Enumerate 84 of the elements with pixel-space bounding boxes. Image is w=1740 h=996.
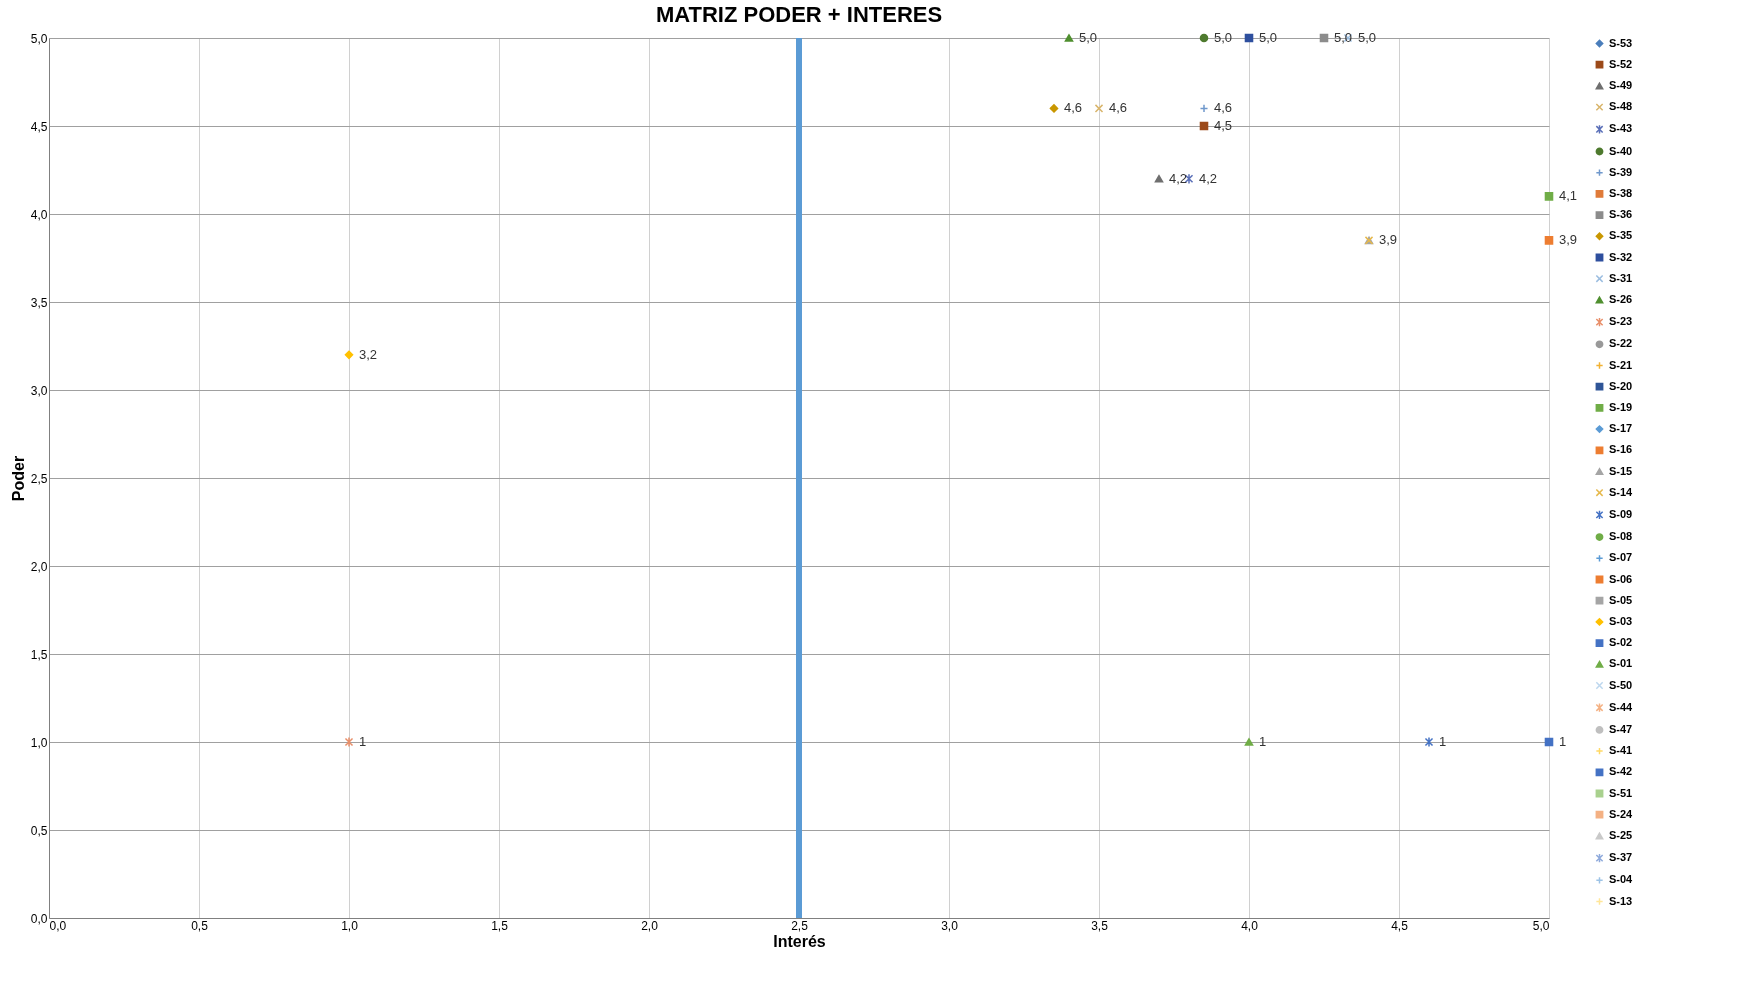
data-label: 4,6 bbox=[1109, 100, 1128, 116]
legend-label: S-32 bbox=[1609, 250, 1633, 263]
legend-label: S-40 bbox=[1609, 144, 1633, 157]
y-tick-label: 4,5 bbox=[30, 119, 48, 134]
y-tick-label: 4,0 bbox=[30, 207, 48, 222]
data-label: 4,1 bbox=[1559, 188, 1578, 204]
data-label: 1 bbox=[1559, 734, 1567, 749]
legend-label: S-39 bbox=[1609, 165, 1633, 178]
legend-label: S-25 bbox=[1609, 828, 1633, 841]
data-label: 4,6 bbox=[1214, 100, 1233, 116]
data-label: 1 bbox=[1439, 734, 1447, 749]
data-label: 5,0 bbox=[1358, 30, 1377, 45]
legend-label: S-31 bbox=[1609, 271, 1633, 284]
x-tick-label: 1,0 bbox=[341, 918, 359, 933]
legend-label: S-35 bbox=[1609, 229, 1633, 242]
y-tick-label: 1,5 bbox=[30, 647, 48, 662]
x-tick-label: 2,0 bbox=[641, 918, 659, 933]
y-tick-label: 5,0 bbox=[30, 31, 48, 46]
x-tick-label: 3,5 bbox=[1091, 918, 1109, 933]
y-axis-title: Poder bbox=[9, 455, 27, 502]
x-axis-title: Interés bbox=[773, 932, 826, 950]
legend-label: S-05 bbox=[1609, 593, 1633, 606]
legend-label: S-53 bbox=[1609, 36, 1633, 49]
legend-label: S-03 bbox=[1609, 614, 1633, 627]
legend-label: S-38 bbox=[1609, 186, 1633, 199]
data-label: 4,2 bbox=[1169, 170, 1188, 186]
data-label: 3,2 bbox=[359, 346, 378, 362]
legend-label: S-20 bbox=[1609, 379, 1633, 392]
data-label: 4,5 bbox=[1214, 118, 1233, 133]
legend-label: S-26 bbox=[1609, 292, 1633, 305]
chart-title: MATRIZ PODER + INTERES bbox=[655, 2, 943, 28]
legend-label: S-04 bbox=[1609, 873, 1634, 886]
legend-label: S-51 bbox=[1609, 786, 1633, 799]
y-tick-label: 3,0 bbox=[30, 383, 48, 398]
x-tick-label: 0,0 bbox=[49, 918, 67, 933]
y-tick-label: 3,5 bbox=[30, 295, 48, 310]
legend-label: S-49 bbox=[1609, 78, 1633, 91]
legend-label: S-02 bbox=[1609, 636, 1633, 649]
legend-label: S-08 bbox=[1609, 530, 1633, 543]
data-label: 4,6 bbox=[1064, 100, 1083, 116]
legend-label: S-13 bbox=[1609, 894, 1633, 907]
y-tick-label: 1,0 bbox=[30, 735, 48, 750]
legend-label: S-09 bbox=[1609, 507, 1633, 520]
legend-label: S-22 bbox=[1609, 337, 1633, 350]
legend-label: S-44 bbox=[1609, 700, 1634, 713]
legend-label: S-01 bbox=[1609, 657, 1633, 670]
data-label: 5,0 bbox=[1214, 30, 1233, 45]
legend-label: S-21 bbox=[1609, 358, 1633, 371]
legend-label: S-41 bbox=[1609, 744, 1633, 757]
legend-label: S-48 bbox=[1609, 100, 1633, 113]
legend-label: S-52 bbox=[1609, 57, 1633, 70]
x-tick-label: 2,5 bbox=[791, 918, 809, 933]
legend-label: S-07 bbox=[1609, 551, 1633, 564]
legend-label: S-50 bbox=[1609, 678, 1633, 691]
legend-label: S-43 bbox=[1609, 122, 1633, 135]
x-tick-label: 4,0 bbox=[1241, 918, 1259, 933]
legend-label: S-36 bbox=[1609, 208, 1633, 221]
legend-label: S-14 bbox=[1609, 485, 1634, 498]
legend-label: S-24 bbox=[1609, 807, 1634, 820]
data-label: 5,0 bbox=[1079, 30, 1098, 45]
y-tick-label: 0,5 bbox=[30, 823, 48, 838]
data-label: 3,9 bbox=[1379, 232, 1398, 248]
legend-label: S-15 bbox=[1609, 464, 1633, 477]
x-tick-label: 0,5 bbox=[191, 918, 209, 933]
y-tick-label: 2,0 bbox=[30, 559, 48, 574]
data-label: 1 bbox=[359, 734, 367, 749]
data-label: 4,2 bbox=[1199, 170, 1218, 186]
data-label: 1 bbox=[1259, 734, 1267, 749]
data-label: 5,0 bbox=[1334, 30, 1353, 45]
legend-label: S-16 bbox=[1609, 443, 1633, 456]
data-label: 3,9 bbox=[1559, 232, 1578, 248]
y-tick-label: 2,5 bbox=[30, 471, 48, 486]
legend-label: S-42 bbox=[1609, 765, 1633, 778]
data-label: 5,0 bbox=[1259, 30, 1278, 45]
x-tick-label: 3,0 bbox=[941, 918, 959, 933]
legend-label: S-06 bbox=[1609, 572, 1633, 585]
legend-label: S-47 bbox=[1609, 722, 1633, 735]
legend-label: S-37 bbox=[1609, 851, 1633, 864]
x-tick-label: 1,5 bbox=[491, 918, 509, 933]
x-tick-label: 5,0 bbox=[1532, 918, 1550, 933]
x-tick-label: 4,5 bbox=[1391, 918, 1409, 933]
legend-label: S-23 bbox=[1609, 315, 1633, 328]
legend-label: S-19 bbox=[1609, 400, 1633, 413]
legend-label: S-17 bbox=[1609, 422, 1633, 435]
